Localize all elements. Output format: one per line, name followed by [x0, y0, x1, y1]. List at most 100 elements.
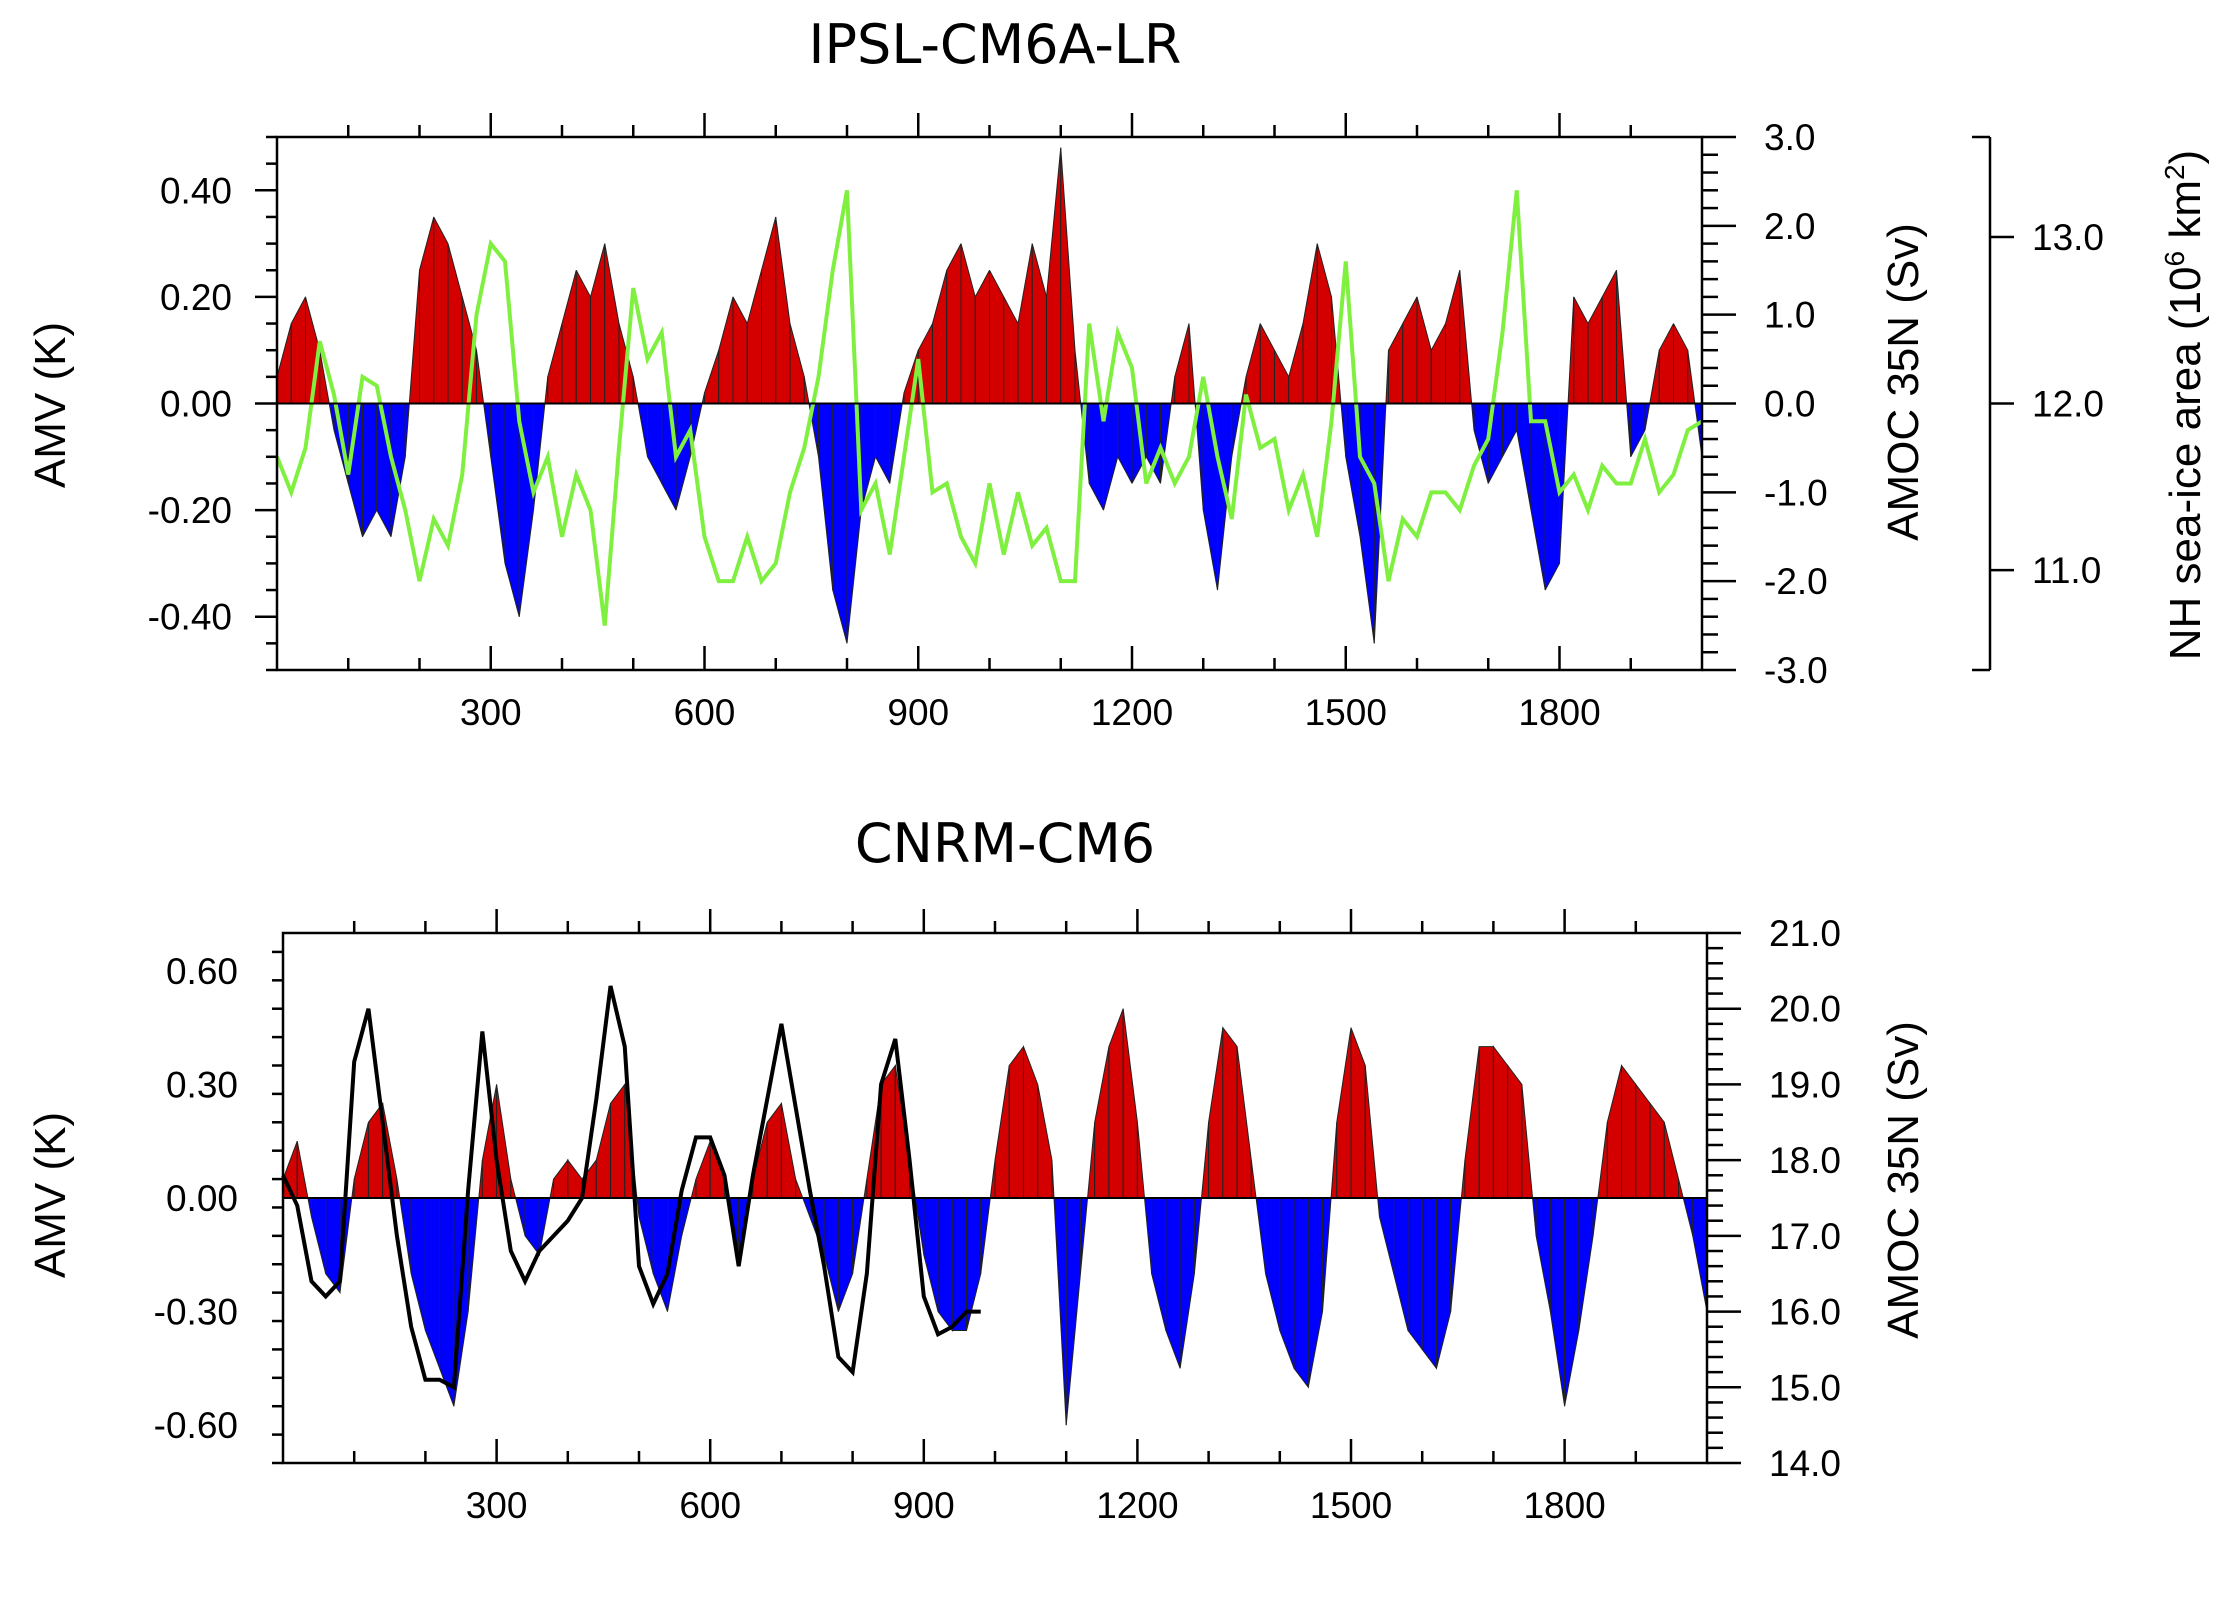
anomaly-bar-ipsl	[974, 270, 990, 404]
x-axis-ipsl: 300 600 900 1200 1500 1800	[347, 113, 1632, 733]
x-tick-label: 300	[466, 1485, 528, 1526]
sea-ice-axis-label: NH sea-ice area (106 km2)	[2159, 150, 2210, 660]
anomaly-bar-cnrm	[1435, 1197, 1452, 1369]
anomaly-bar-cnrm	[1492, 1045, 1509, 1199]
left-tick-label: -0.20	[148, 490, 232, 531]
anomaly-bar-cnrm	[766, 1101, 782, 1199]
anomaly-bar-ipsl	[1673, 323, 1689, 404]
panel-ipsl: IPSL-CM6A-LR 300 600 900 1200 1500 1800 0.400…	[26, 13, 2210, 733]
anomaly-bar-cnrm	[1193, 1197, 1203, 1274]
x-tick-label: 1500	[1305, 692, 1387, 733]
left-tick-label: -0.40	[148, 597, 232, 638]
x-tick-label: 300	[460, 692, 522, 733]
anomaly-bar-cnrm	[1008, 1045, 1024, 1199]
anomaly-bar-cnrm	[1678, 1178, 1684, 1199]
x-axis-cnrm: 300 600 900 1200 1500 1800	[352, 909, 1638, 1526]
anomaly-bar-cnrm	[837, 1197, 854, 1312]
anomaly-bar-ipsl	[960, 243, 976, 404]
anomaly-bar-cnrm	[1151, 1197, 1167, 1331]
anomaly-bar-ipsl	[1259, 323, 1275, 404]
anomaly-bar-ipsl	[290, 296, 306, 404]
anomaly-bar-cnrm	[1094, 1046, 1110, 1199]
anomaly-bar-cnrm	[1421, 1197, 1437, 1370]
anomaly-bar-ipsl	[433, 216, 449, 404]
anomaly-bar-ipsl	[1430, 323, 1446, 404]
anomaly-bar-ipsl	[1516, 403, 1532, 511]
anomaly-bar-ipsl	[704, 350, 720, 404]
anomaly-bar-cnrm	[1250, 1160, 1257, 1199]
anomaly-bar-ipsl	[1502, 403, 1518, 458]
anomaly-bar-cnrm	[1236, 1046, 1252, 1199]
anomaly-bar-ipsl	[1202, 403, 1218, 591]
anomaly-bar-ipsl	[761, 216, 777, 404]
anomaly-bar-cnrm	[951, 1197, 968, 1331]
anomaly-bar-cnrm	[1578, 1197, 1594, 1331]
sea-ice-tick-label: 12.0	[2032, 384, 2104, 425]
anomaly-bar-ipsl	[1188, 323, 1196, 404]
anomaly-bar-cnrm	[1535, 1197, 1551, 1312]
anomaly-bar-cnrm	[1053, 1197, 1067, 1426]
anomaly-bar-cnrm	[1051, 1160, 1055, 1199]
anomaly-bar-cnrm	[1606, 1065, 1623, 1199]
anomaly-bar-ipsl	[1649, 350, 1660, 404]
right-tick-label: 17.0	[1769, 1216, 1841, 1257]
anomaly-bar-cnrm	[638, 1197, 654, 1274]
anomaly-bar-cnrm	[1165, 1197, 1181, 1369]
anomaly-bar-ipsl	[1402, 296, 1418, 404]
anomaly-bar-cnrm	[1307, 1197, 1324, 1388]
anomaly-bar-ipsl	[1573, 296, 1589, 404]
anomaly-bar-ipsl	[1445, 270, 1461, 404]
anomaly-bar-cnrm	[549, 1178, 555, 1199]
anomaly-bar-cnrm	[310, 1197, 327, 1274]
x-tick-label: 1500	[1310, 1485, 1392, 1526]
anomaly-bar-ipsl	[1060, 147, 1076, 404]
anomaly-bar-cnrm	[937, 1197, 953, 1332]
anomaly-bar-cnrm	[923, 1197, 939, 1312]
anomaly-bar-cnrm	[1478, 1046, 1494, 1199]
left-tick-label: 0.00	[166, 1178, 238, 1219]
left-axis-cnrm: 0.60 0.30 0.00 -0.30 -0.60	[154, 950, 283, 1465]
anomaly-bar-cnrm	[795, 1178, 804, 1199]
x-tick-label: 1800	[1523, 1485, 1605, 1526]
anomaly-bar-cnrm	[1635, 1082, 1651, 1199]
anomaly-bar-ipsl	[1003, 296, 1019, 404]
right-tick-label: 18.0	[1769, 1140, 1841, 1181]
x-tick-label: 600	[674, 692, 736, 733]
anomaly-bar-cnrm	[695, 1141, 711, 1199]
anomaly-bar-ipsl	[1359, 403, 1375, 644]
anomaly-bar-ipsl	[746, 270, 762, 404]
anomaly-bar-cnrm	[1336, 1027, 1352, 1199]
anomaly-bar-ipsl	[661, 403, 677, 511]
anomaly-bar-cnrm	[1692, 1197, 1708, 1312]
anomaly-bar-ipsl	[575, 270, 591, 404]
anomaly-bar-ipsl	[1616, 270, 1628, 404]
anomaly-bar-cnrm	[553, 1158, 569, 1199]
right-tick-label: 2.0	[1764, 206, 1815, 247]
anomaly-bar-cnrm	[1065, 1197, 1081, 1426]
amv-anomaly-area-cnrm	[282, 1008, 1708, 1426]
x-tick-label: 1800	[1518, 692, 1600, 733]
amoc-line-cnrm	[281, 985, 981, 1391]
anomaly-bar-cnrm	[1364, 1065, 1379, 1199]
anomaly-bar-cnrm	[1597, 1122, 1608, 1199]
anomaly-bar-ipsl	[533, 403, 546, 511]
anomaly-bar-ipsl	[362, 403, 378, 537]
anomaly-bar-ipsl	[732, 296, 748, 404]
anomaly-bar-ipsl	[1658, 323, 1674, 404]
right-axis-ipsl: 3.0 2.0 1.0 0.0 -1.0 -2.0 -3.0	[1702, 117, 1828, 691]
anomaly-bar-cnrm	[296, 1141, 309, 1199]
anomaly-bar-cnrm	[1022, 1046, 1039, 1199]
anomaly-bar-ipsl	[604, 243, 620, 404]
left-axis-label-ipsl: AMV (K)	[26, 322, 75, 488]
anomaly-bar-cnrm	[1450, 1197, 1462, 1312]
anomaly-bar-cnrm	[1350, 1027, 1366, 1199]
right-tick-label: -1.0	[1764, 472, 1828, 513]
anomaly-bar-cnrm	[467, 1197, 480, 1312]
anomaly-bar-cnrm	[1532, 1197, 1537, 1236]
anomaly-bar-ipsl	[328, 403, 335, 431]
anomaly-bar-ipsl	[1687, 350, 1696, 404]
right-tick-label: 19.0	[1769, 1064, 1841, 1105]
anomaly-bar-cnrm	[802, 1197, 811, 1218]
anomaly-bar-ipsl	[1626, 403, 1632, 457]
